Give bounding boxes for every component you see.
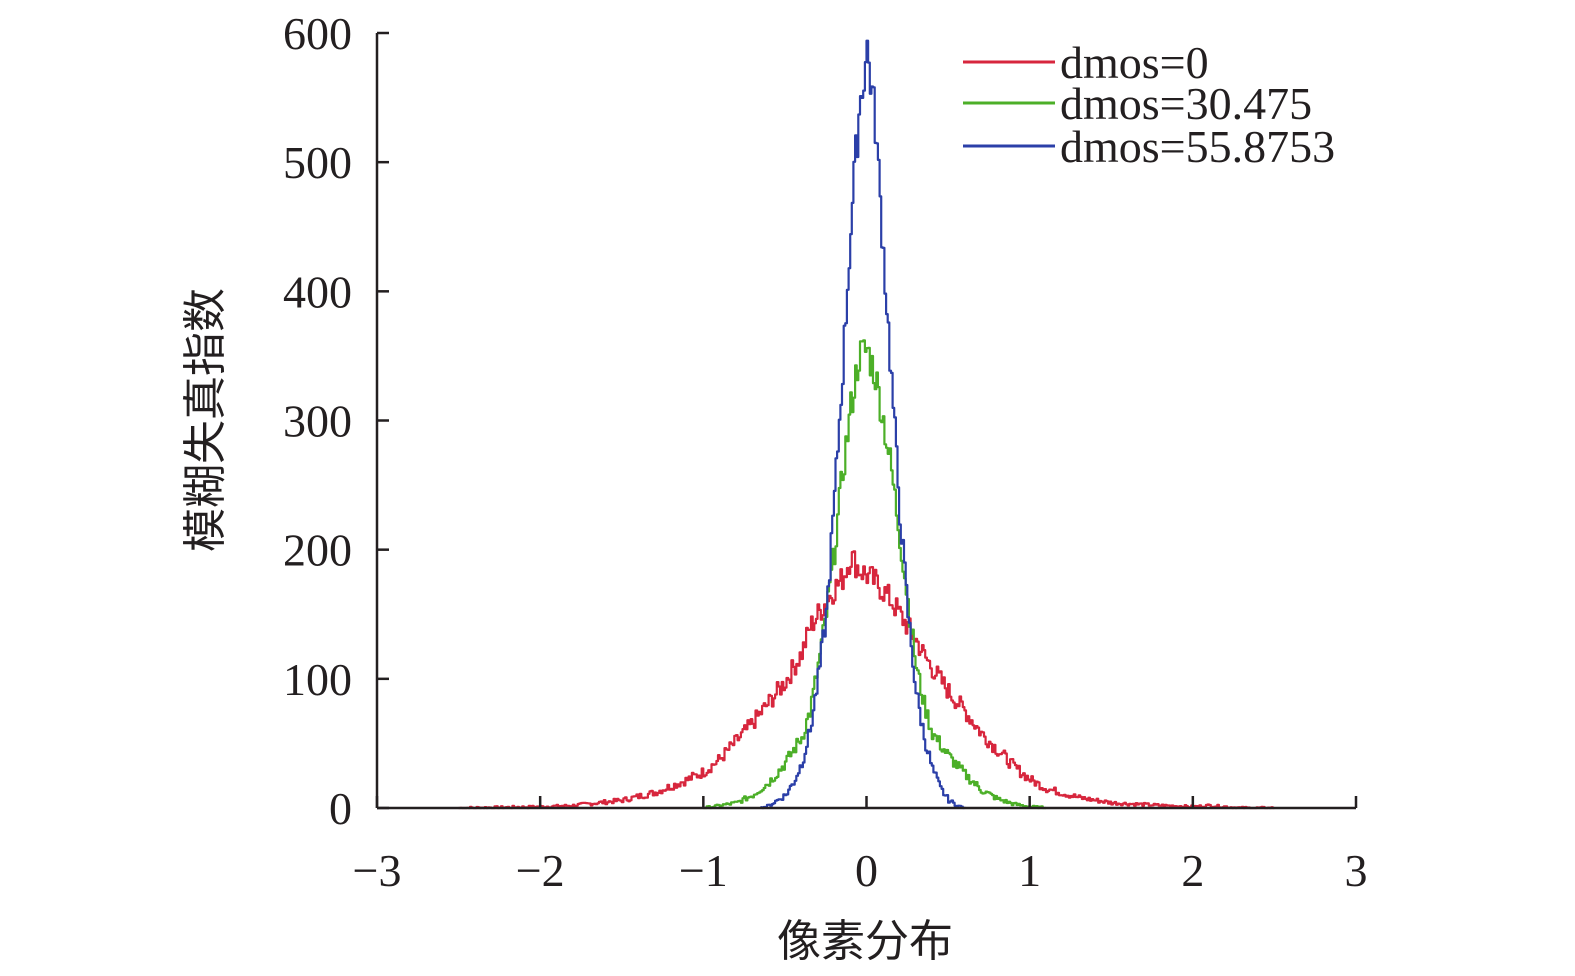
- legend-label-3: dmos=55.8753: [1060, 121, 1335, 172]
- y-tick-label: 500: [283, 137, 352, 188]
- y-tick-label: 600: [283, 8, 352, 59]
- x-tick-label: 2: [1181, 845, 1204, 896]
- x-tick-label: 1: [1018, 845, 1041, 896]
- series-line-1: [458, 550, 1275, 810]
- x-tick-label: 3: [1345, 845, 1368, 896]
- y-tick-label: 100: [283, 654, 352, 705]
- x-tick-label: −2: [516, 845, 565, 896]
- y-tick-label: 300: [283, 396, 352, 447]
- plot-area: [458, 39, 1275, 810]
- y-tick-label: 0: [329, 783, 352, 834]
- x-tick-label: 0: [855, 845, 878, 896]
- y-axis-ticks: 0 100 200 300 400 500 600: [283, 8, 389, 834]
- y-axis-title: 模糊失真指数: [180, 288, 231, 552]
- legend-label-2: dmos=30.475: [1060, 78, 1312, 129]
- x-axis-title: 像素分布: [777, 916, 953, 967]
- y-tick-label: 200: [283, 525, 352, 576]
- series-line-2: [703, 339, 1046, 810]
- legend-label-1: dmos=0: [1060, 37, 1209, 88]
- x-tick-label: −1: [679, 845, 728, 896]
- y-tick-label: 400: [283, 266, 352, 317]
- x-tick-label: −3: [353, 845, 402, 896]
- series-line-3: [760, 39, 966, 810]
- x-axis-ticks: −3 −2 −1 0 1 2 3: [353, 796, 1368, 896]
